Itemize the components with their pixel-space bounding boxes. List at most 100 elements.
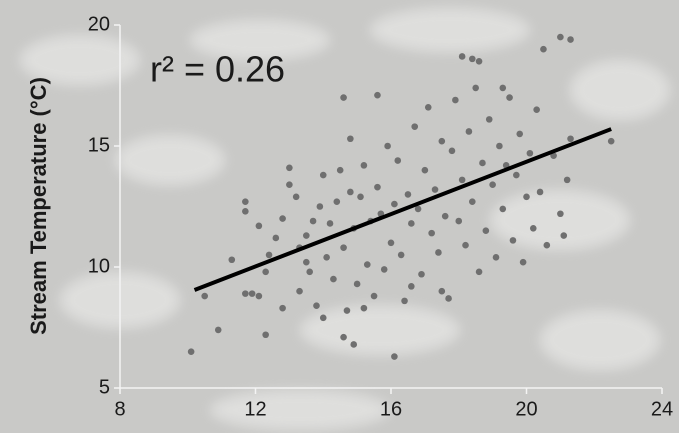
scatter-point	[540, 46, 547, 53]
scatter-point	[408, 220, 415, 227]
scatter-point	[310, 218, 317, 225]
scatter-point	[499, 206, 506, 213]
x-tick-label: 24	[651, 398, 673, 420]
y-axis-label: Stream Temperature (°C)	[26, 77, 51, 335]
scatter-point	[506, 94, 513, 101]
scatter-point	[215, 327, 222, 334]
scatter-point	[469, 56, 476, 63]
scatter-point	[273, 235, 280, 242]
scatter-point	[296, 288, 303, 295]
scatter-point	[462, 242, 469, 249]
scatter-point	[323, 254, 330, 261]
scatter-point	[347, 135, 354, 142]
scatter-point	[516, 131, 523, 138]
scatter-point	[560, 232, 567, 239]
scatter-point	[279, 215, 286, 222]
y-tick-label: 20	[88, 13, 110, 35]
scatter-point	[489, 181, 496, 188]
scatter-point	[374, 184, 381, 191]
x-tick-label: 16	[380, 398, 402, 420]
scatter-point	[344, 307, 351, 314]
scatter-point	[391, 353, 398, 360]
scatter-point	[266, 252, 273, 259]
y-tick-label: 10	[88, 255, 110, 277]
scatter-point	[384, 143, 391, 150]
scatter-point	[262, 269, 269, 276]
scatter-point	[303, 232, 310, 239]
scatter-point	[350, 341, 357, 348]
scatter-point	[567, 36, 574, 43]
scatter-point	[567, 135, 574, 142]
annotation: r² = 0.26	[150, 49, 285, 90]
scatter-point	[449, 148, 456, 155]
scatter-point	[340, 244, 347, 251]
x-tick-label: 12	[244, 398, 266, 420]
scatter-point	[188, 348, 195, 355]
scatter-point	[557, 34, 564, 41]
scatter-point	[361, 162, 368, 169]
scatter-point	[445, 295, 452, 302]
scatter-point	[242, 290, 249, 297]
scatter-point	[228, 256, 235, 263]
scatter-point	[286, 181, 293, 188]
scatter-point	[466, 128, 473, 135]
scatter-point	[286, 164, 293, 171]
scatter-point	[242, 198, 249, 205]
scatter-point	[394, 157, 401, 164]
scatter-point	[455, 218, 462, 225]
scatter-point	[513, 172, 520, 179]
x-tick-label: 20	[515, 398, 537, 420]
scatter-point	[452, 97, 459, 104]
scatter-point	[364, 261, 371, 268]
scatter-point	[242, 208, 249, 215]
scatter-point	[544, 242, 551, 249]
scatter-point	[422, 167, 429, 174]
scatter-point	[320, 172, 327, 179]
scatter-point	[340, 334, 347, 341]
scatter-point	[469, 198, 476, 205]
scatter-point	[249, 290, 256, 297]
scatter-point	[425, 104, 432, 111]
scatter-point	[499, 85, 506, 92]
scatter-point	[408, 283, 415, 290]
scatter-point	[530, 225, 537, 232]
scatter-point	[330, 276, 337, 283]
scatter-point	[459, 177, 466, 184]
scatter-point	[398, 252, 405, 259]
scatter-point	[361, 305, 368, 312]
scatter-point	[564, 177, 571, 184]
scatter-point	[303, 259, 310, 266]
scatter-point	[256, 223, 263, 230]
scatter-point	[418, 271, 425, 278]
scatter-point	[432, 186, 439, 193]
scatter-point	[442, 213, 449, 220]
scatter-point	[327, 220, 334, 227]
scatter-point	[313, 302, 320, 309]
scatter-point	[435, 249, 442, 256]
scatter-point	[527, 150, 534, 157]
y-tick-label: 5	[99, 376, 110, 398]
scatter-point	[374, 92, 381, 99]
scatter-point	[479, 160, 486, 167]
scatter-point	[401, 298, 408, 305]
scatter-point	[293, 194, 300, 201]
scatter-point	[459, 53, 466, 60]
y-tick-label: 15	[88, 134, 110, 156]
scatter-point	[439, 288, 446, 295]
scatter-point	[256, 293, 263, 300]
scatter-point	[391, 201, 398, 208]
scatter-point	[262, 331, 269, 338]
scatter-point	[510, 237, 517, 244]
scatter-point	[320, 315, 327, 322]
scatter-point	[428, 230, 435, 237]
scatter-point	[334, 198, 341, 205]
scatter-point	[537, 189, 544, 196]
scatter-point	[411, 123, 418, 130]
scatter-point	[388, 240, 395, 247]
scatter-point	[520, 259, 527, 266]
scatter-point	[347, 189, 354, 196]
scatter-point	[557, 210, 564, 217]
scatter-point	[476, 58, 483, 65]
chart: r² = 0.26 Stream Temperature (°C) 5 10 15 2…	[0, 0, 679, 433]
scatter-point	[317, 203, 324, 210]
